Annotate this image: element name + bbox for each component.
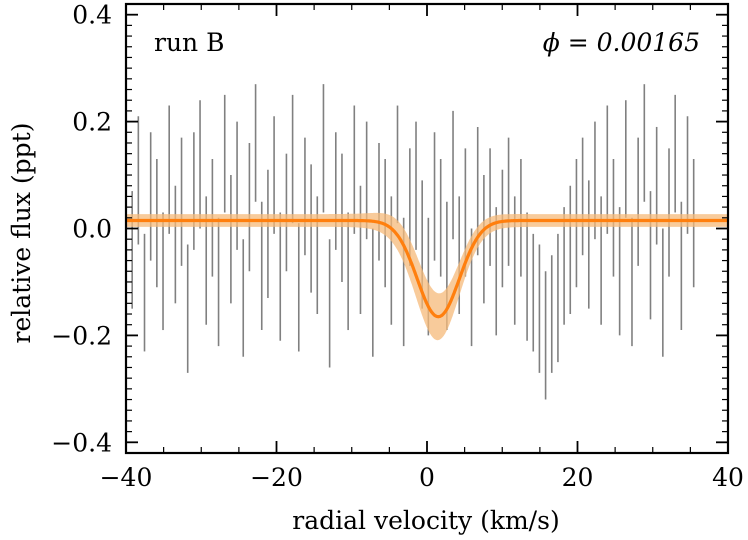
- run-label: run B: [154, 28, 224, 57]
- y-tick-label: 0.0: [72, 215, 112, 244]
- x-tick-label: 20: [562, 463, 594, 492]
- x-tick-label: −20: [250, 463, 303, 492]
- y-axis-label: relative flux (ppt): [7, 123, 36, 344]
- y-tick-label: 0.2: [72, 108, 112, 137]
- x-axis-label: radial velocity (km/s): [292, 506, 559, 535]
- model-uncertainty-band: [126, 212, 728, 341]
- phase-label: ϕ = 0.00165: [543, 28, 700, 57]
- model-line: [126, 218, 728, 319]
- plot-frame: [124, 2, 730, 455]
- y-tick-label: −0.2: [51, 321, 112, 350]
- tick-labels: −40 −20 0 20 40 −0.4 −0.2 0.0 0.2 0.4: [51, 1, 744, 492]
- y-tick-label: −0.4: [51, 428, 112, 457]
- x-tick-label: −40: [100, 463, 153, 492]
- y-tick-label: 0.4: [72, 1, 112, 30]
- x-tick-label: 0: [419, 463, 435, 492]
- x-tick-label: 40: [712, 463, 744, 492]
